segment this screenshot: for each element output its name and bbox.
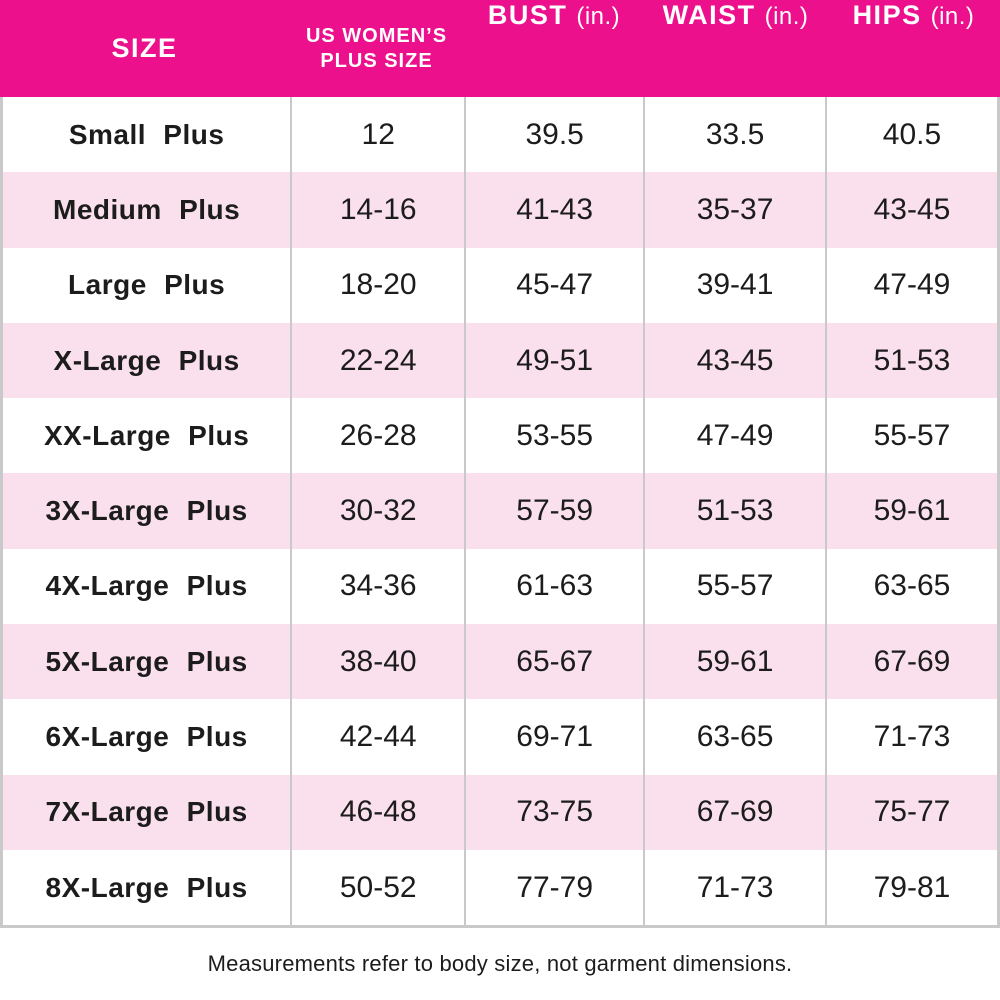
size-cell: Medium Plus	[53, 193, 241, 225]
table-row: X-Large Plus 22-24 49-51 43-45 51-53	[3, 322, 997, 399]
us-plus-size-cell: 50-52	[290, 849, 464, 926]
bust-cell: 45-47	[464, 247, 643, 323]
hips-cell: 67-69	[825, 624, 997, 700]
table-header: SIZE US WOMEN’S PLUS SIZE BUST (in.) WAI…	[0, 0, 1000, 97]
waist-cell: 39-41	[643, 247, 825, 323]
size-cell: 6X-Large Plus	[45, 721, 248, 753]
hips-cell: 40.5	[825, 97, 997, 173]
column-header-hips: HIPS (in.)	[827, 0, 1000, 97]
size-cell: XX-Large Plus	[43, 419, 250, 451]
us-plus-size-cell: 34-36	[290, 548, 464, 625]
bust-cell: 41-43	[464, 172, 643, 248]
us-plus-size-header-line2: PLUS SIZE	[320, 49, 433, 72]
table-row: 4X-Large Plus 34-36 61-63 55-57 63-65	[3, 548, 997, 625]
hips-cell: 55-57	[825, 398, 997, 474]
size-cell: 8X-Large Plus	[45, 871, 248, 903]
size-cell: 7X-Large Plus	[45, 796, 248, 828]
table-row: 8X-Large Plus 50-52 77-79 71-73 79-81	[3, 849, 997, 926]
hips-cell: 79-81	[825, 849, 997, 926]
waist-cell: 67-69	[643, 774, 825, 850]
hips-cell: 43-45	[825, 172, 997, 248]
table-row: 7X-Large Plus 46-48 73-75 67-69 75-77	[3, 774, 997, 850]
us-plus-size-cell: 18-20	[290, 247, 464, 323]
waist-cell: 71-73	[643, 849, 825, 926]
bust-cell: 65-67	[464, 624, 643, 700]
bust-cell: 69-71	[464, 699, 643, 775]
bust-cell: 39.5	[464, 97, 643, 173]
waist-cell: 35-37	[643, 172, 825, 248]
bust-header-label: BUST	[487, 0, 568, 30]
waist-cell: 51-53	[643, 473, 825, 549]
size-cell: Large Plus	[68, 269, 226, 301]
column-header-bust: BUST (in.)	[464, 0, 644, 97]
us-plus-size-header-line1: US WOMEN’S	[305, 25, 448, 48]
hips-cell: 71-73	[825, 699, 997, 775]
hips-cell: 75-77	[825, 774, 997, 850]
column-header-us-plus-size: US WOMEN’S PLUS SIZE	[289, 0, 464, 97]
us-plus-size-cell: 12	[290, 97, 464, 173]
waist-cell: 47-49	[643, 398, 825, 474]
bust-cell: 53-55	[464, 398, 643, 474]
table-body: Small Plus 12 39.5 33.5 40.5 Medium Plus…	[0, 97, 1000, 929]
table-row: 5X-Large Plus 38-40 65-67 59-61 67-69	[3, 624, 997, 700]
bust-cell: 57-59	[464, 473, 643, 549]
waist-cell: 55-57	[643, 548, 825, 625]
hips-cell: 63-65	[825, 548, 997, 625]
us-plus-size-cell: 14-16	[290, 172, 464, 248]
waist-cell: 33.5	[643, 97, 825, 173]
bust-cell: 73-75	[464, 774, 643, 850]
size-cell: X-Large Plus	[53, 344, 240, 376]
waist-cell: 43-45	[643, 322, 825, 399]
table-row: 6X-Large Plus 42-44 69-71 63-65 71-73	[3, 699, 997, 775]
bust-cell: 61-63	[464, 548, 643, 625]
us-plus-size-cell: 46-48	[290, 774, 464, 850]
table-row: Large Plus 18-20 45-47 39-41 47-49	[3, 247, 997, 323]
us-plus-size-cell: 42-44	[290, 699, 464, 775]
waist-header-label: WAIST	[662, 0, 756, 30]
hips-header-label: HIPS	[852, 0, 922, 30]
us-plus-size-cell: 26-28	[290, 398, 464, 474]
size-cell: 3X-Large Plus	[45, 495, 248, 527]
column-header-waist: WAIST (in.)	[644, 0, 827, 97]
bust-cell: 77-79	[464, 849, 643, 926]
table-row: Medium Plus 14-16 41-43 35-37 43-45	[3, 172, 997, 248]
us-plus-size-cell: 38-40	[290, 624, 464, 700]
size-cell: Small Plus	[68, 118, 225, 150]
waist-cell: 63-65	[643, 699, 825, 775]
hips-cell: 47-49	[825, 247, 997, 323]
bust-header-unit: (in.)	[576, 3, 621, 30]
us-plus-size-cell: 22-24	[290, 322, 464, 399]
table-row: XX-Large Plus 26-28 53-55 47-49 55-57	[3, 398, 997, 474]
waist-cell: 59-61	[643, 624, 825, 700]
us-plus-size-cell: 30-32	[290, 473, 464, 549]
hips-cell: 51-53	[825, 322, 997, 399]
hips-cell: 59-61	[825, 473, 997, 549]
size-header-label: SIZE	[111, 33, 178, 63]
hips-header-unit: (in.)	[930, 3, 975, 30]
bust-cell: 49-51	[464, 322, 643, 399]
table-row: Small Plus 12 39.5 33.5 40.5	[3, 97, 997, 173]
size-cell: 4X-Large Plus	[45, 570, 248, 602]
measurement-footnote: Measurements refer to body size, not gar…	[207, 951, 793, 977]
size-cell: 5X-Large Plus	[45, 645, 248, 677]
column-header-size: SIZE	[0, 0, 289, 97]
waist-header-unit: (in.)	[764, 3, 809, 30]
table-row: 3X-Large Plus 30-32 57-59 51-53 59-61	[3, 473, 997, 549]
